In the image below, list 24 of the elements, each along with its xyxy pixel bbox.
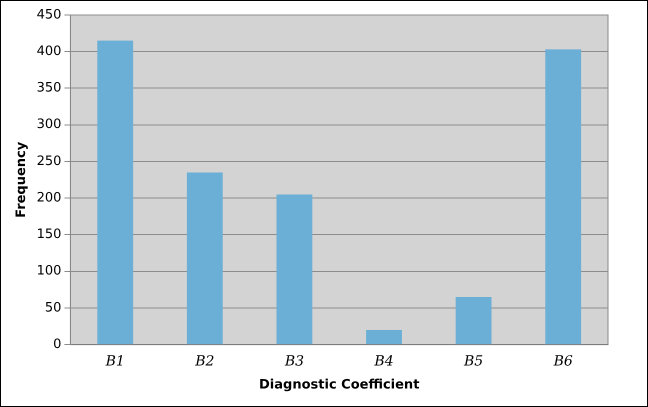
y-tick-label: 450 [36,7,62,22]
y-tick-label: 300 [36,117,62,132]
y-tick-label: 0 [53,336,62,352]
bar [276,194,312,344]
y-axis-title: Frequency [14,141,30,218]
x-axis-title: Diagnostic Coefficient [259,378,420,393]
y-tick-label: 400 [36,44,62,59]
y-tick-label: 150 [36,227,62,242]
y-tick-label: 100 [36,264,62,279]
x-tick-label: B6 [552,354,573,370]
x-tick-label: B1 [104,354,125,370]
bar [97,40,134,344]
bar [456,296,492,344]
bar [545,49,582,344]
y-tick-label: 200 [36,190,62,206]
x-tick-label: B4 [373,354,394,370]
bar [366,330,402,344]
y-tick-label: 350 [36,80,62,96]
x-tick-label: B5 [463,354,484,370]
x-tick-label: B3 [284,354,304,370]
x-tick-label: B2 [194,354,214,370]
bar [186,172,223,344]
y-tick-label: 50 [44,300,62,316]
y-tick-label: 250 [36,154,62,169]
